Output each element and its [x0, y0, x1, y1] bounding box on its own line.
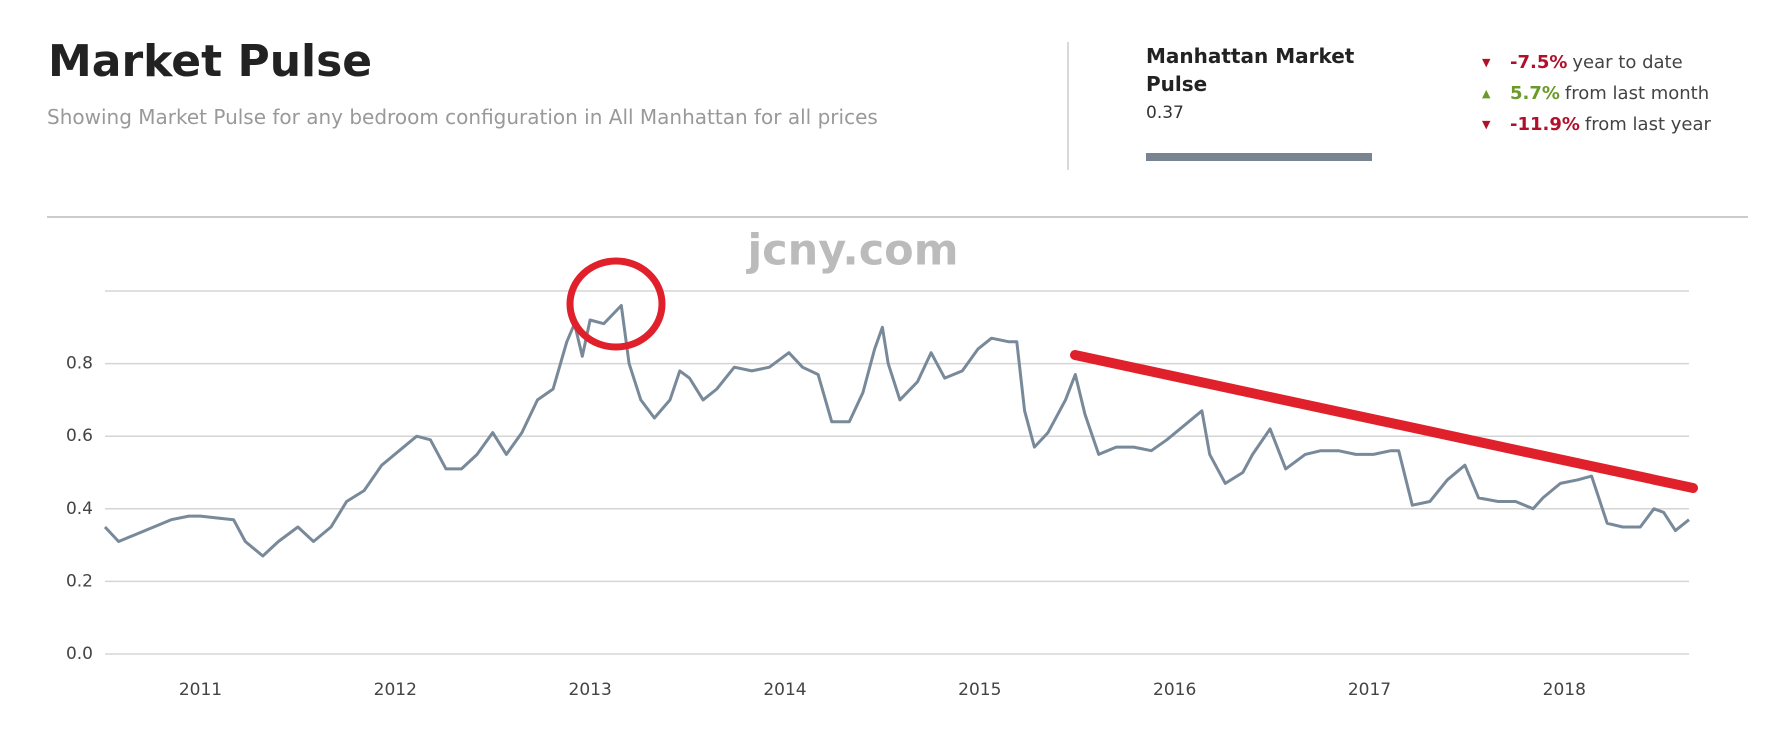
y-tick-label: 0.0: [66, 644, 93, 664]
stats: ▼ -7.5% year to date ▲ 5.7% from last month ▼ -…: [1482, 47, 1711, 140]
y-tick-label: 0.4: [66, 499, 93, 519]
stat-change: -7.5%: [1510, 52, 1568, 73]
watermark: jcny.com: [745, 226, 958, 276]
x-tick-label: 2014: [763, 680, 806, 700]
stat-change: 5.7%: [1510, 83, 1560, 104]
page-title: Market Pulse: [48, 36, 373, 87]
y-tick-label: 0.2: [66, 571, 93, 591]
trend-icon: ▼: [1482, 118, 1491, 131]
y-tick-label: 0.8: [66, 354, 93, 374]
stat-row: ▼ -7.5% year to date: [1482, 47, 1711, 78]
pulse-bar: [1146, 153, 1372, 161]
stat-change: -11.9%: [1510, 114, 1580, 135]
x-tick-label: 2013: [569, 680, 612, 700]
stat-row: ▲ 5.7% from last month: [1482, 78, 1711, 109]
series-line: [103, 304, 1690, 558]
summary-title: Manhattan Market Pulse: [1146, 44, 1355, 96]
trend-icon: ▼: [1482, 56, 1491, 69]
x-tick-label: 2012: [374, 680, 417, 700]
x-tick-label: 2017: [1348, 680, 1391, 700]
plot: 0.0 0.2 0.4 0.6 0.8 2011 2012 2013 2014 2015 2016 2…: [66, 290, 1690, 700]
y-tick-label: 0.6: [66, 426, 93, 446]
x-tick-label: 2018: [1543, 680, 1586, 700]
stat-label: from last year: [1584, 114, 1711, 135]
x-tick-label: 2016: [1153, 680, 1196, 700]
subtitle: Showing Market Pulse for any bedroom con…: [47, 105, 878, 129]
x-tick-label: 2015: [958, 680, 1001, 700]
summary-value: 0.37: [1146, 103, 1184, 123]
trend-icon: ▲: [1482, 87, 1491, 100]
stat-label: year to date: [1572, 52, 1683, 73]
x-tick-label: 2011: [179, 680, 222, 700]
highlight-circle: [566, 257, 666, 351]
stat-row: ▼ -11.9% from last year: [1482, 109, 1711, 140]
stat-label: from last month: [1564, 83, 1710, 104]
trend-line: [1070, 350, 1698, 493]
